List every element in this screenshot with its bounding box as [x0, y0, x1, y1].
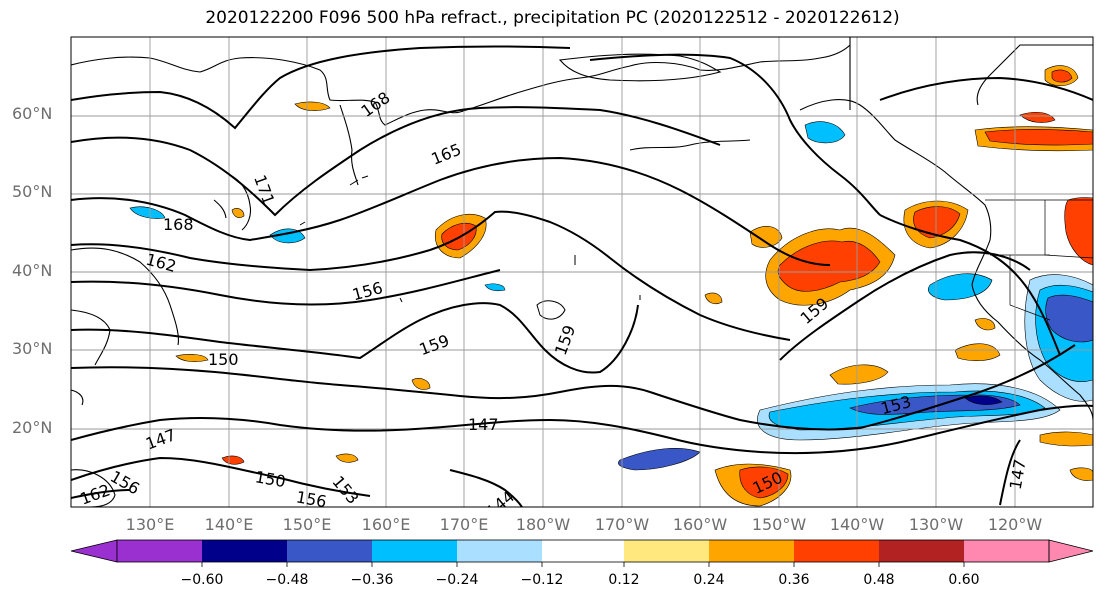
- colorbar-segment: [287, 540, 372, 562]
- contour-label: 147: [468, 415, 499, 434]
- colorbar-tick-label: −0.48: [265, 572, 309, 588]
- map-frame: [70, 36, 1094, 508]
- lon-label: 150°W: [751, 515, 807, 534]
- lat-label-40n: 40°N: [12, 261, 53, 280]
- lon-label: 130°W: [908, 515, 964, 534]
- colorbar-tick-label: −0.24: [435, 572, 479, 588]
- colorbar-tick-label: 0.24: [693, 572, 725, 588]
- lon-label: 120°W: [987, 515, 1043, 534]
- colorbar-segment: [117, 540, 202, 562]
- contour-labels: 168 165 171 168 162 156 159 159 159 150 …: [77, 88, 1029, 511]
- lon-label: 150°E: [282, 515, 332, 534]
- precipitation-shading: [129, 65, 1093, 507]
- contour-label: 168: [163, 215, 194, 234]
- colorbar-tick-label: 0.60: [948, 572, 980, 588]
- graticule: [71, 37, 1093, 507]
- coastlines: [71, 37, 1093, 507]
- lat-label-20n: 20°N: [12, 418, 53, 437]
- lat-label-60n: 60°N: [12, 104, 53, 123]
- colorbar-extend-low: [70, 539, 118, 563]
- colorbar-segment: [202, 540, 287, 562]
- colorbar-segment: [542, 540, 624, 562]
- lon-label: 160°E: [361, 515, 411, 534]
- contour-label: 150: [208, 350, 239, 369]
- colorbar-segment: [794, 540, 879, 562]
- colorbar-tick-label: 0.36: [778, 572, 810, 588]
- lon-label: 180°W: [515, 515, 571, 534]
- colorbar-segment: [879, 540, 964, 562]
- colorbar-segment: [964, 540, 1049, 562]
- lon-label: 160°W: [672, 515, 728, 534]
- colorbar-segment: [709, 540, 794, 562]
- colorbar-tick-label: −0.36: [350, 572, 394, 588]
- colorbar-segment: [457, 540, 542, 562]
- lon-label: 140°W: [829, 515, 885, 534]
- lon-label: 130°E: [125, 515, 175, 534]
- lon-label: 170°W: [594, 515, 650, 534]
- colorbar-tick-label: −0.60: [180, 572, 224, 588]
- colorbar-tick-label: 0.12: [608, 572, 640, 588]
- colorbar: [70, 539, 1094, 567]
- colorbar-extend-high: [1048, 539, 1094, 563]
- lat-label-50n: 50°N: [12, 182, 53, 201]
- colorbar-tick-label: −0.12: [520, 572, 564, 588]
- islands: [299, 175, 641, 320]
- colorbar-segment: [624, 540, 709, 562]
- map-title: 2020122200 F096 500 hPa refract., precip…: [205, 8, 900, 28]
- lat-label-30n: 30°N: [12, 339, 53, 358]
- colorbar-segment: [372, 540, 457, 562]
- contour-label: 156: [295, 487, 328, 511]
- lon-label: 140°E: [204, 515, 254, 534]
- lon-label: 170°E: [439, 515, 489, 534]
- colorbar-tick-label: 0.48: [863, 572, 895, 588]
- refractivity-contours: [71, 45, 1093, 507]
